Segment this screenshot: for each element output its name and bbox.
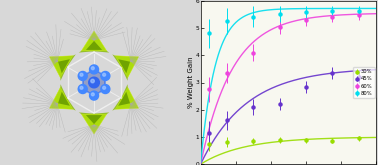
Polygon shape — [115, 56, 139, 78]
Circle shape — [103, 86, 105, 89]
Polygon shape — [119, 62, 128, 81]
Polygon shape — [79, 51, 99, 53]
Polygon shape — [89, 51, 109, 53]
Circle shape — [90, 65, 99, 74]
Polygon shape — [112, 94, 124, 111]
Polygon shape — [86, 41, 102, 50]
Legend: 30%, 45%, 60%, 80%: 30%, 45%, 60%, 80% — [353, 67, 375, 98]
Circle shape — [101, 84, 110, 94]
Polygon shape — [58, 59, 70, 73]
Polygon shape — [82, 114, 107, 134]
Polygon shape — [50, 56, 73, 78]
Polygon shape — [119, 84, 128, 103]
Circle shape — [90, 91, 99, 100]
Circle shape — [103, 73, 105, 76]
Polygon shape — [115, 87, 139, 109]
Polygon shape — [118, 92, 130, 106]
Circle shape — [78, 71, 87, 81]
Polygon shape — [64, 54, 76, 71]
Circle shape — [89, 77, 99, 88]
Polygon shape — [86, 115, 102, 124]
Circle shape — [91, 67, 94, 70]
Circle shape — [91, 93, 94, 96]
Polygon shape — [50, 87, 73, 109]
Polygon shape — [83, 69, 105, 96]
Polygon shape — [64, 94, 76, 111]
Circle shape — [80, 86, 83, 89]
Circle shape — [78, 84, 87, 94]
Polygon shape — [82, 31, 107, 51]
Circle shape — [80, 73, 83, 76]
Y-axis label: % Weight Gain: % Weight Gain — [188, 57, 194, 108]
Polygon shape — [112, 54, 124, 71]
Polygon shape — [79, 112, 99, 114]
Polygon shape — [60, 62, 69, 81]
Circle shape — [91, 79, 94, 83]
Polygon shape — [60, 84, 69, 103]
Polygon shape — [58, 92, 70, 106]
Polygon shape — [89, 112, 109, 114]
Circle shape — [101, 71, 110, 81]
Polygon shape — [118, 59, 130, 73]
